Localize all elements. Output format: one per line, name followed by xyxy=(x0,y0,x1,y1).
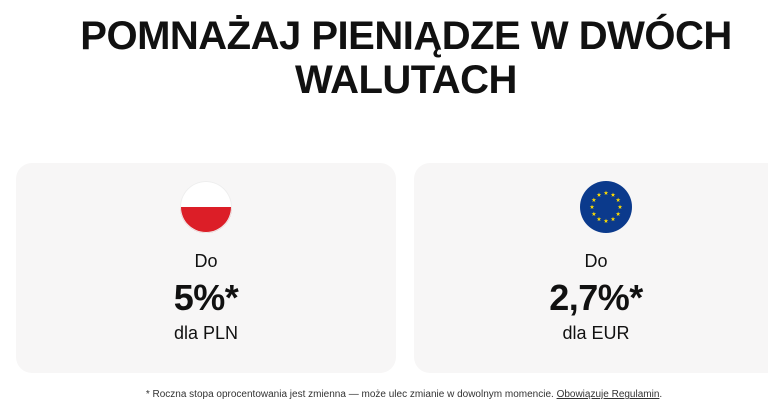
eur-rate-value: 2,7%* xyxy=(549,277,643,318)
eu-star-icon xyxy=(610,192,616,197)
eu-star-icon xyxy=(591,211,597,216)
eu-star-icon xyxy=(596,192,602,197)
eu-star-icon xyxy=(615,211,621,216)
pln-currency-label: dla PLN xyxy=(173,323,239,343)
eur-rate-card: Do 2,7%* dla EUR xyxy=(414,163,768,373)
page-headline: POMNAŻAJ PIENIĄDZE W DWÓCH WALUTACH xyxy=(0,14,768,102)
headline-line-1: POMNAŻAJ PIENIĄDZE W DWÓCH xyxy=(80,14,732,58)
regulations-link[interactable]: Obowiązuje Regulamin xyxy=(556,389,660,400)
eu-flag-icon xyxy=(580,181,632,233)
headline-line-2: WALUTACH xyxy=(295,58,517,102)
eu-star-icon xyxy=(603,190,609,195)
eu-star-icon xyxy=(603,218,609,223)
eu-star-icon xyxy=(589,204,595,209)
eu-star-icon xyxy=(610,216,616,222)
pln-rate-prefix: Do xyxy=(194,251,218,271)
eu-star-icon xyxy=(596,216,602,222)
eur-currency-label: dla EUR xyxy=(562,323,630,343)
footnote-end: . xyxy=(659,389,663,400)
poland-flag-icon xyxy=(180,181,232,233)
eur-rate-prefix: Do xyxy=(584,251,608,271)
eu-stars xyxy=(589,190,623,223)
footnote-text: * Roczna stopa oprocentowania jest zmien… xyxy=(145,389,557,400)
pln-rate-card: Do 5%* dla PLN xyxy=(16,163,396,373)
pln-rate-value: 5%* xyxy=(173,277,239,318)
eu-star-icon xyxy=(615,197,621,202)
eu-star-icon xyxy=(591,197,597,202)
rate-footnote: * Roczna stopa oprocentowania jest zmien… xyxy=(0,389,768,400)
eu-star-icon xyxy=(617,204,623,209)
